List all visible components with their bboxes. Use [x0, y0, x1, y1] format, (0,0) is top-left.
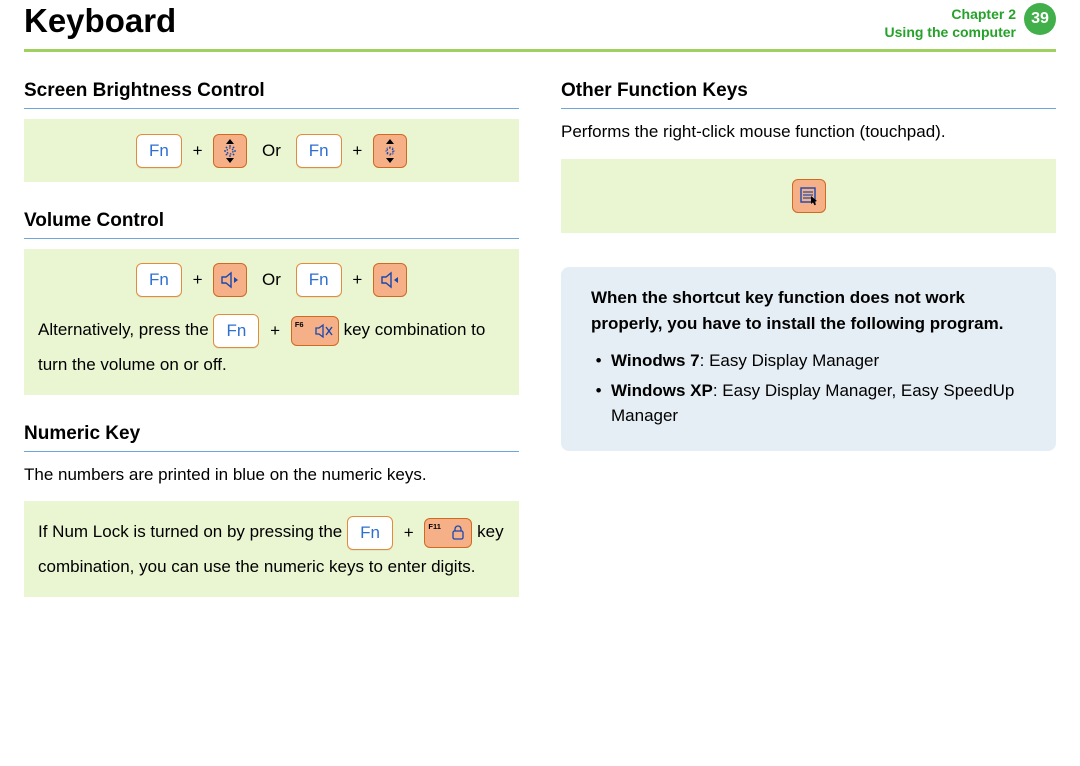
text: If Num Lock is turned on by pressing the: [38, 522, 347, 541]
plus-sign: +: [404, 516, 414, 549]
header-meta: Chapter 2 Using the computer: [885, 6, 1016, 41]
key-corner-label: F6: [295, 318, 304, 333]
fn-key: Fn: [213, 314, 259, 348]
or-text: Or: [262, 263, 281, 296]
left-column: Screen Brightness Control Fn + Or: [24, 80, 519, 625]
os-rest: : Easy Display Manager: [700, 351, 880, 370]
numeric-keys-block: If Num Lock is turned on by pressing the…: [24, 501, 519, 597]
mute-key-icon: F6: [291, 316, 339, 346]
os-name: Winodws 7: [611, 351, 700, 370]
os-name: Windows XP: [611, 381, 713, 400]
note-item: Winodws 7: Easy Display Manager: [611, 348, 1036, 374]
heading-volume: Volume Control: [24, 210, 519, 239]
other-desc: Performs the right-click mouse function …: [561, 119, 1056, 145]
key-corner-label: F11: [428, 520, 441, 535]
volume-keys-block: Fn + Or Fn + A: [24, 249, 519, 395]
plus-sign: +: [352, 134, 362, 167]
numeric-desc: The numbers are printed in blue on the n…: [24, 462, 519, 488]
page-header: Keyboard Chapter 2 Using the computer 39: [24, 0, 1056, 52]
fn-key: Fn: [296, 263, 342, 297]
or-text: Or: [262, 134, 281, 167]
page-title: Keyboard: [24, 2, 176, 40]
plus-sign: +: [352, 263, 362, 296]
subtitle-label: Using the computer: [885, 24, 1016, 42]
volume-up-icon: [373, 263, 407, 297]
right-click-icon: [792, 179, 826, 213]
plus-sign: +: [270, 314, 280, 347]
note-item: Windows XP: Easy Display Manager, Easy S…: [611, 378, 1036, 429]
volume-alt-text: Alternatively, press the Fn + F6 key com…: [38, 313, 505, 381]
page-number-badge: 39: [1024, 3, 1056, 35]
chapter-label: Chapter 2: [885, 6, 1016, 24]
text: Alternatively, press the: [38, 320, 213, 339]
heading-other: Other Function Keys: [561, 80, 1056, 109]
numlock-key-icon: F11: [424, 518, 472, 548]
plus-sign: +: [193, 263, 203, 296]
heading-brightness: Screen Brightness Control: [24, 80, 519, 109]
fn-key: Fn: [296, 134, 342, 168]
brightness-down-icon: [373, 134, 407, 168]
fn-key: Fn: [136, 263, 182, 297]
install-note: When the shortcut key function does not …: [561, 267, 1056, 451]
fn-key: Fn: [136, 134, 182, 168]
brightness-up-icon: [213, 134, 247, 168]
volume-down-icon: [213, 263, 247, 297]
plus-sign: +: [193, 134, 203, 167]
note-heading: When the shortcut key function does not …: [591, 285, 1036, 336]
note-list: Winodws 7: Easy Display Manager Windows …: [591, 348, 1036, 429]
right-column: Other Function Keys Performs the right-c…: [561, 80, 1056, 625]
fn-key: Fn: [347, 516, 393, 550]
other-keys-block: [561, 159, 1056, 234]
heading-numeric: Numeric Key: [24, 423, 519, 452]
brightness-keys-block: Fn + Or Fn +: [24, 119, 519, 182]
